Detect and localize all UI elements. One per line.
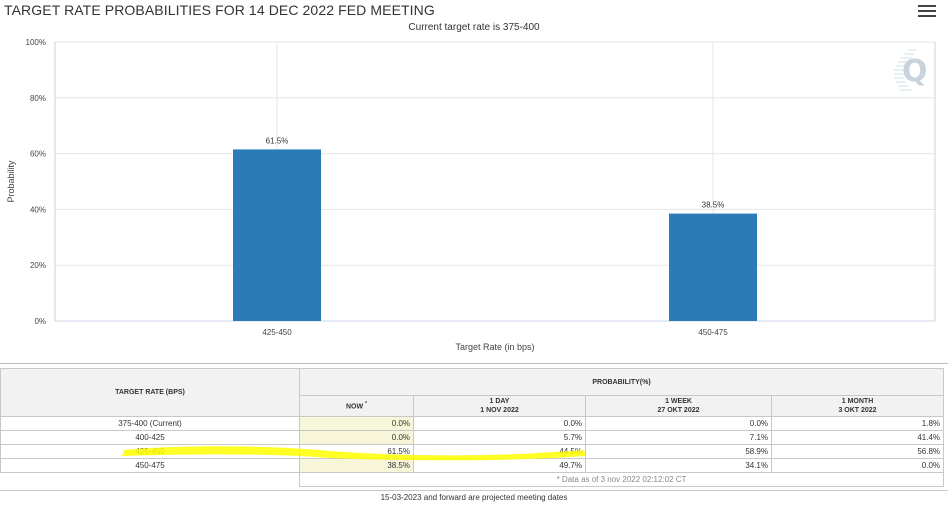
chart-panel: TARGET RATE PROBABILITIES FOR 14 DEC 202… [0,0,948,364]
y-tick-label: 40% [30,205,46,214]
x-tick-label: 425-450 [262,328,292,337]
bar [233,149,321,321]
y-tick-label: 80% [30,94,46,103]
footer-note: 15-03-2023 and forward are projected mee… [0,490,948,505]
hamburger-menu-icon[interactable] [918,5,936,21]
col-header-now: NOW * [299,395,414,417]
x-axis-title: Target Rate (in bps) [455,342,534,352]
col-header-1day: 1 DAY 1 NOV 2022 [413,395,586,417]
data-note-row: * Data as of 3 nov 2022 02:12:02 CT [1,472,945,487]
watermark-logo-icon: Q [894,49,928,91]
col-header-1month: 1 MONTH 3 OKT 2022 [770,395,945,417]
chart-title: TARGET RATE PROBABILITIES FOR 14 DEC 202… [4,2,435,18]
bar-chart: 0% 20% 40% 60% 80% 100% 61.5% 425-450 38.5% 450-4… [6,38,936,352]
chart-subtitle: Current target rate is 375-400 [408,22,540,33]
data-label: 61.5% [266,136,289,145]
table-row: 375-400 (Current) 0.0% 0.0% 0.0% 1.8% [0,416,945,431]
data-label: 38.5% [702,201,725,210]
y-tick-label: 60% [30,150,46,159]
col-header-probability: PROBABILITY(%) [298,368,945,396]
probability-table: TARGET RATE (BPS) PROBABILITY(%) NOW * 1… [0,368,945,487]
y-axis-title: Probability [6,160,16,203]
data-timestamp-note: * Data as of 3 nov 2022 02:12:02 CT [298,472,945,487]
x-tick-label: 450-475 [698,328,728,337]
table-row-highlighted: 425-450 61.5% 44.5% 58.9% 56.8% [0,444,945,459]
table-row: 450-475 38.5% 49.7% 34.1% 0.0% [0,458,945,473]
y-tick-label: 0% [34,317,46,326]
col-header-target-rate: TARGET RATE (BPS) [0,368,300,417]
col-header-1week: 1 WEEK 27 OKT 2022 [585,395,772,417]
table-row: 400-425 0.0% 5.7% 7.1% 41.4% [0,430,945,445]
bar [669,213,757,321]
y-tick-label: 20% [30,261,46,270]
y-tick-label: 100% [26,38,46,47]
